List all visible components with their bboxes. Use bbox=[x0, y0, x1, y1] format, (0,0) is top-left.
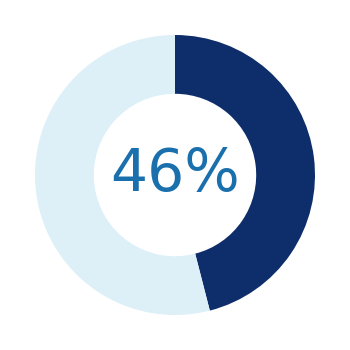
Text: 46%: 46% bbox=[110, 147, 240, 203]
Wedge shape bbox=[35, 35, 210, 315]
Wedge shape bbox=[175, 35, 315, 310]
